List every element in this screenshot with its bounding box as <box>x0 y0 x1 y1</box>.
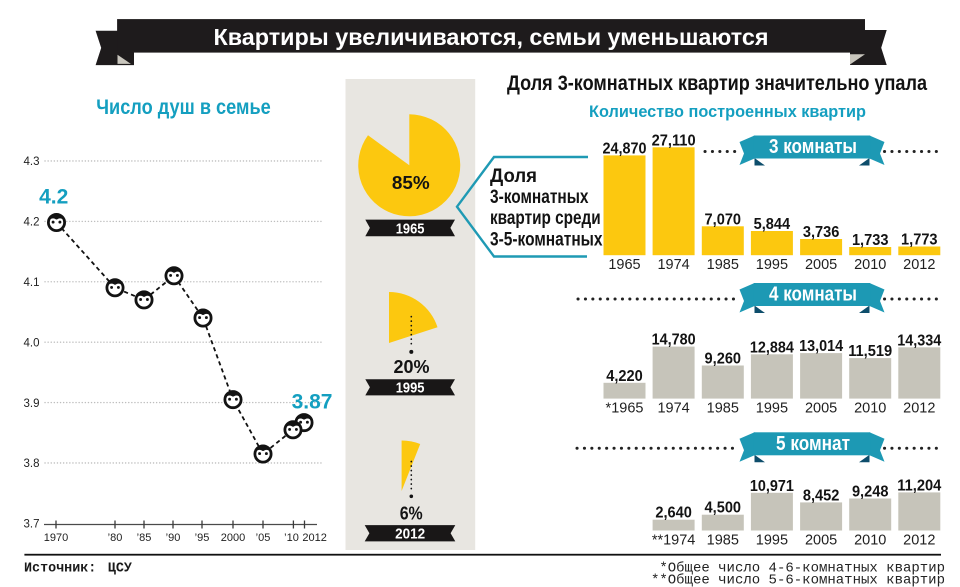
svg-text:1,733: 1,733 <box>852 232 889 249</box>
svg-text:’85: ’85 <box>137 532 152 544</box>
svg-text:9,260: 9,260 <box>705 351 742 368</box>
svg-text:20%: 20% <box>394 356 430 377</box>
svg-text:2010: 2010 <box>854 533 886 549</box>
svg-text:10,971: 10,971 <box>750 478 794 495</box>
svg-text:квартир среди: квартир среди <box>490 208 601 229</box>
svg-text:27,110: 27,110 <box>652 132 696 149</box>
svg-text:4 комнаты: 4 комнаты <box>769 284 857 306</box>
svg-text:6%: 6% <box>400 503 423 524</box>
svg-text:3.7: 3.7 <box>24 519 40 531</box>
svg-text:Источник:: Источник: <box>24 561 96 576</box>
svg-text:2012: 2012 <box>903 257 935 273</box>
svg-text:1,773: 1,773 <box>901 232 938 249</box>
svg-text:2012: 2012 <box>395 527 425 543</box>
svg-text:Квартиры увеличиваются, семьи: Квартиры увеличиваются, семьи уменьшаютс… <box>214 24 769 50</box>
svg-text:11,519: 11,519 <box>848 343 892 360</box>
svg-text:2010: 2010 <box>854 401 886 417</box>
svg-text:2012: 2012 <box>903 401 935 417</box>
svg-text:3.8: 3.8 <box>24 458 40 470</box>
svg-text:1995: 1995 <box>756 401 788 417</box>
svg-text:1965: 1965 <box>608 257 640 273</box>
svg-text:1974: 1974 <box>657 257 689 273</box>
svg-text:4.1: 4.1 <box>24 277 40 289</box>
svg-text:11,204: 11,204 <box>897 477 941 494</box>
svg-text:1965: 1965 <box>396 221 425 237</box>
svg-text:8,452: 8,452 <box>803 487 840 504</box>
svg-text:**1974: **1974 <box>652 533 696 549</box>
svg-text:9,248: 9,248 <box>852 484 889 501</box>
svg-text:1970: 1970 <box>44 532 68 544</box>
svg-text:1974: 1974 <box>657 401 689 417</box>
svg-text:3-комнатных: 3-комнатных <box>490 187 589 208</box>
svg-text:1985: 1985 <box>707 401 739 417</box>
svg-text:12,884: 12,884 <box>750 339 794 356</box>
svg-text:2,640: 2,640 <box>655 505 692 522</box>
svg-text:3 комнаты: 3 комнаты <box>769 136 857 158</box>
svg-text:2012: 2012 <box>903 533 935 549</box>
svg-text:’10: ’10 <box>284 532 299 544</box>
svg-text:3-5-комнатных: 3-5-комнатных <box>490 230 603 251</box>
svg-text:1995: 1995 <box>396 381 425 397</box>
svg-text:4,220: 4,220 <box>606 368 643 385</box>
svg-text:14,334: 14,334 <box>897 332 941 349</box>
svg-text:3,736: 3,736 <box>803 224 840 241</box>
svg-text:ЦСУ: ЦСУ <box>108 561 132 576</box>
svg-text:4.3: 4.3 <box>24 156 40 168</box>
svg-text:2000: 2000 <box>221 532 245 544</box>
svg-text:7,070: 7,070 <box>705 211 742 228</box>
svg-text:85%: 85% <box>392 172 430 193</box>
svg-text:*1965: *1965 <box>606 401 644 417</box>
svg-text:1995: 1995 <box>756 257 788 273</box>
svg-text:3.87: 3.87 <box>292 391 333 414</box>
svg-text:2005: 2005 <box>805 533 837 549</box>
svg-text:**Общее число 5-6-комнатных кв: **Общее число 5-6-комнатных квартир <box>651 572 945 587</box>
svg-text:2005: 2005 <box>805 257 837 273</box>
svg-text:1985: 1985 <box>707 257 739 273</box>
svg-text:Доля 3-комнатных квартир значи: Доля 3-комнатных квартир значительно упа… <box>507 71 928 95</box>
svg-text:’80: ’80 <box>108 532 123 544</box>
svg-text:Доля: Доля <box>490 166 537 187</box>
svg-text:4.2: 4.2 <box>39 186 68 209</box>
svg-text:2005: 2005 <box>805 401 837 417</box>
svg-text:13,014: 13,014 <box>799 338 843 355</box>
svg-text:14,780: 14,780 <box>652 332 696 349</box>
svg-text:’95: ’95 <box>195 532 210 544</box>
svg-text:5 комнат: 5 комнат <box>776 433 850 455</box>
svg-text:24,870: 24,870 <box>603 140 647 157</box>
svg-text:1985: 1985 <box>707 533 739 549</box>
svg-text:2010: 2010 <box>854 257 886 273</box>
svg-text:Число душ в семье: Число душ в семье <box>96 95 271 119</box>
svg-text:5,844: 5,844 <box>754 216 791 233</box>
svg-text:’05: ’05 <box>256 532 271 544</box>
svg-text:4.2: 4.2 <box>24 217 40 229</box>
svg-text:3.9: 3.9 <box>24 398 40 410</box>
svg-text:Количество построенных квартир: Количество построенных квартир <box>589 102 866 121</box>
svg-text:’90: ’90 <box>166 532 181 544</box>
svg-text:1995: 1995 <box>756 533 788 549</box>
svg-text:*Общее число 4-6-комнатных ква: *Общее число 4-6-комнатных квартир <box>659 560 945 577</box>
svg-text:2012: 2012 <box>302 532 326 544</box>
svg-text:4.0: 4.0 <box>24 337 40 349</box>
svg-text:4,500: 4,500 <box>705 500 742 517</box>
